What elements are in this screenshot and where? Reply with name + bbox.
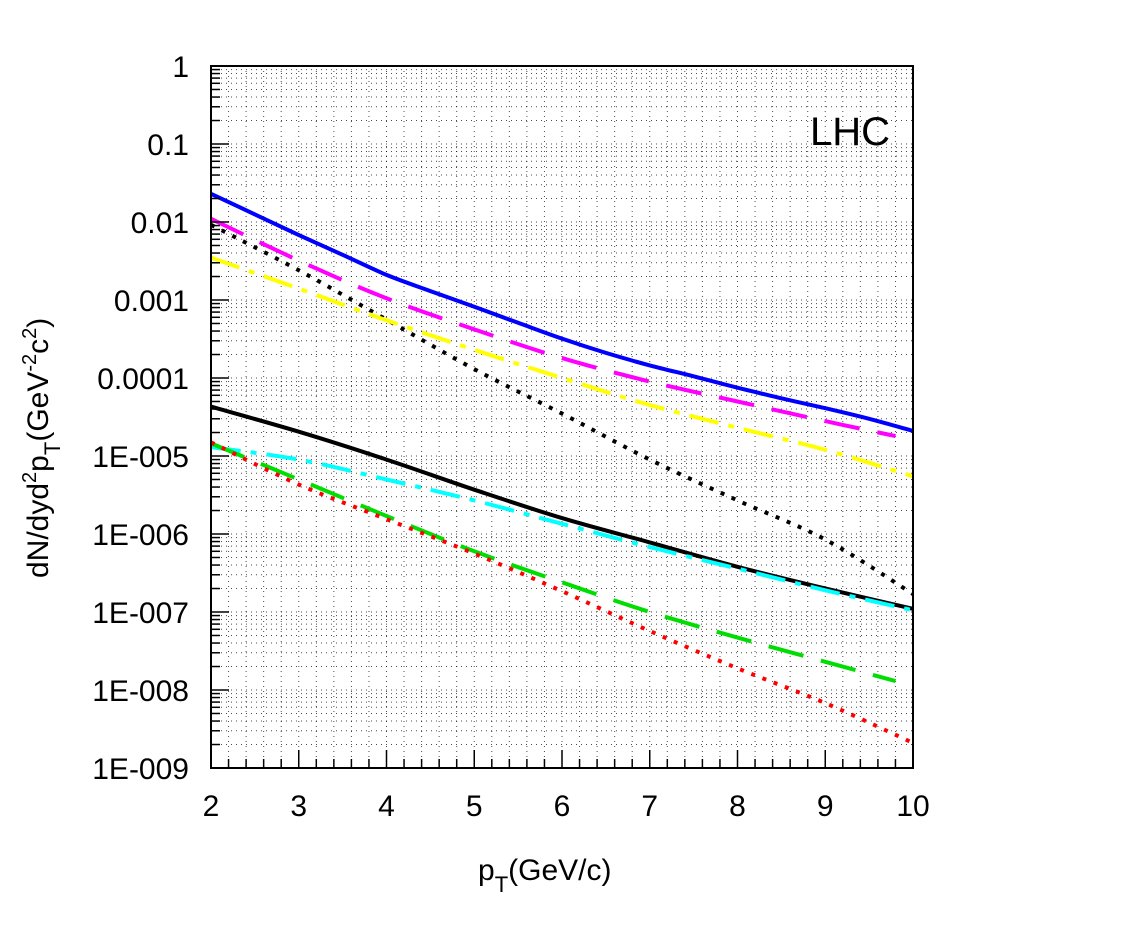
y-tick-label: 1E-008 xyxy=(92,675,189,708)
y-tick-label: 1E-009 xyxy=(92,753,189,786)
y-tick-label: 0.0001 xyxy=(97,363,189,396)
series-group xyxy=(210,191,915,745)
x-tick-label: 9 xyxy=(817,790,834,823)
x-tick-label: 2 xyxy=(203,790,220,823)
series-line-6 xyxy=(210,445,914,613)
y-tick-label: 1 xyxy=(172,51,189,84)
ticks xyxy=(210,65,914,769)
x-tick-label: 8 xyxy=(729,790,746,823)
y-tick-label: 0.1 xyxy=(147,129,189,162)
series-line-3 xyxy=(210,223,915,596)
series-line-7 xyxy=(210,441,897,684)
x-tick-label: 7 xyxy=(641,790,658,823)
x-axis-title: pT(GeV/c) xyxy=(478,854,612,897)
x-tick-label: 3 xyxy=(290,790,307,823)
y-axis-title: dN/dyd2pT(GeV-2c2) xyxy=(19,318,65,578)
y-tick-label: 1E-006 xyxy=(92,519,189,552)
x-tick-label: 5 xyxy=(466,790,483,823)
series-line-8 xyxy=(210,440,914,745)
x-tick-labels: 2 3 4 5 6 7 8 9 10 xyxy=(203,790,930,823)
y-tick-label: 1E-005 xyxy=(92,441,189,474)
series-line-2 xyxy=(210,216,896,439)
grid xyxy=(210,66,914,769)
series-line-4 xyxy=(210,255,914,479)
x-tick-label: 10 xyxy=(896,790,929,823)
y-tick-label: 0.01 xyxy=(131,207,189,240)
y-tick-label: 1E-007 xyxy=(92,597,189,630)
y-tick-labels: 1 0.1 0.01 0.001 0.0001 1E-005 1E-006 1E-007 1E-… xyxy=(92,51,189,786)
x-tick-label: 6 xyxy=(554,790,571,823)
y-tick-label: 0.001 xyxy=(114,285,189,318)
annotation-label: LHC xyxy=(810,110,890,154)
series-line-1 xyxy=(210,191,914,433)
x-tick-label: 4 xyxy=(378,790,395,823)
